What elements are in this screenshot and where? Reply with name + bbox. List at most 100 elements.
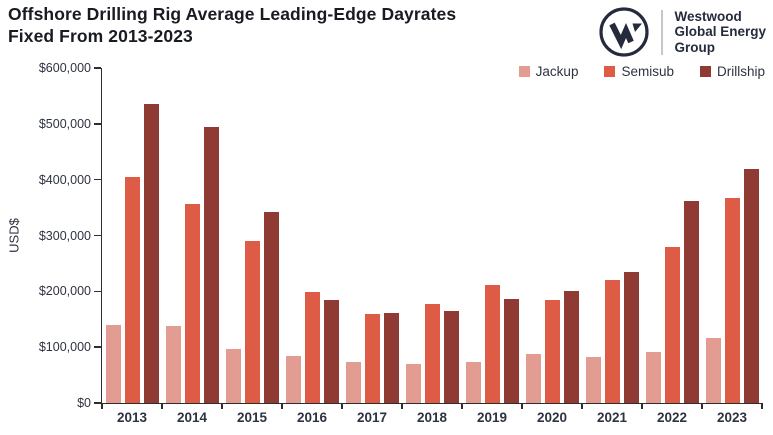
bar-group-2017: [342, 68, 402, 403]
logo-divider: [661, 9, 664, 55]
x-label-2020: 2020: [536, 410, 568, 425]
y-tick-mark: [94, 346, 101, 348]
y-tick-label: $400,000: [38, 172, 91, 187]
x-tick-mark: [281, 403, 283, 409]
bar-group-2018: [402, 68, 462, 403]
x-label-2014: 2014: [176, 410, 208, 425]
chart-title-line2: Fixed From 2013-2023: [8, 26, 193, 46]
x-label-2022: 2022: [656, 410, 688, 425]
y-tick-mark: [94, 234, 101, 237]
y-tick-mark: [94, 402, 101, 404]
x-tick-mark: [641, 403, 643, 409]
legend-item-semisub: Semisub: [604, 64, 674, 79]
bar-group-2013: [102, 68, 162, 403]
legend-label-drillship: Drillship: [716, 64, 765, 79]
y-tick-label: $100,000: [38, 340, 91, 355]
legend-swatch-jackup: [518, 66, 530, 77]
x-tick-mark: [401, 403, 403, 409]
legend-item-drillship: Drillship: [699, 64, 765, 79]
logo-text-line1: Westwood: [674, 8, 742, 24]
bar-jackup-2019: [465, 361, 481, 403]
y-tick-label: $200,000: [38, 284, 91, 299]
bar-semisub-2015: [244, 241, 260, 403]
chart-title-line1: Offshore Drilling Rig Average Leading-Ed…: [8, 4, 457, 24]
bar-group-2019: [462, 68, 522, 403]
bar-semisub-2022: [664, 246, 680, 403]
bar-group-2020: [522, 68, 582, 403]
bar-jackup-2015: [225, 349, 241, 403]
chart-title: Offshore Drilling Rig Average Leading-Ed…: [8, 3, 456, 47]
x-tick-mark: [341, 403, 343, 409]
y-tick-mark: [94, 290, 101, 293]
bar-group-2023: [702, 68, 762, 403]
bar-drillship-2017: [383, 312, 399, 403]
bar-drillship-2014: [203, 127, 219, 403]
bar-drillship-2022: [683, 200, 699, 403]
x-label-2017: 2017: [356, 410, 388, 425]
x-tick-mark: [581, 403, 583, 409]
bar-jackup-2014: [165, 325, 181, 403]
x-label-2018: 2018: [416, 410, 448, 425]
bar-semisub-2020: [544, 299, 560, 403]
bar-group-2016: [282, 68, 342, 403]
y-tick-mark: [94, 123, 101, 125]
x-label-2013: 2013: [116, 410, 148, 425]
bar-jackup-2018: [405, 364, 421, 403]
bar-drillship-2020: [563, 290, 579, 403]
bar-drillship-2016: [323, 299, 339, 403]
bar-drillship-2018: [443, 310, 459, 403]
y-tick-label: $0: [77, 396, 91, 410]
bar-semisub-2018: [424, 304, 440, 403]
bar-jackup-2020: [525, 353, 541, 403]
bar-jackup-2022: [645, 351, 661, 403]
bar-group-2015: [222, 68, 282, 403]
y-tick-label: $500,000: [38, 116, 91, 131]
bar-drillship-2019: [503, 299, 519, 403]
y-tick-label: $300,000: [38, 228, 91, 243]
westwood-logo-icon: [599, 7, 650, 57]
logo-text-line2: Global Energy: [674, 24, 766, 40]
bar-drillship-2023: [743, 168, 759, 403]
bar-group-2014: [162, 68, 222, 403]
bar-jackup-2017: [345, 362, 361, 403]
x-label-2015: 2015: [236, 410, 268, 425]
bar-jackup-2016: [285, 355, 301, 403]
bar-jackup-2021: [585, 356, 601, 403]
bar-jackup-2013: [105, 324, 121, 403]
x-label-2023: 2023: [716, 410, 748, 425]
bar-group-2021: [582, 68, 642, 403]
bar-drillship-2021: [623, 272, 639, 403]
legend-swatch-semisub: [604, 66, 616, 77]
bar-drillship-2015: [263, 212, 279, 403]
legend-item-jackup: Jackup: [518, 64, 579, 79]
bar-semisub-2019: [484, 284, 500, 403]
bar-drillship-2013: [143, 103, 159, 403]
logo-text: Westwood Global Energy Group: [674, 9, 766, 56]
bar-jackup-2023: [705, 337, 721, 403]
x-tick-mark: [221, 403, 223, 409]
westwood-logo: Westwood Global Energy Group: [598, 6, 766, 58]
x-tick-mark: [101, 403, 103, 409]
legend-label-semisub: Semisub: [621, 64, 674, 79]
x-label-2021: 2021: [596, 410, 628, 425]
bar-semisub-2013: [124, 177, 140, 403]
y-tick-mark: [94, 67, 101, 69]
x-axis-labels: 2013 2014 2015 2016 2017 2018 2019 2020 2021 2022…: [102, 410, 762, 425]
bar-groups: [102, 68, 762, 403]
plot-area: 2013 2014 2015 2016 2017 2018 2019 2020 2021 2022…: [39, 61, 763, 425]
x-tick-mark: [161, 403, 163, 409]
logo-text-line3: Group: [674, 39, 715, 55]
legend-swatch-drillship: [699, 66, 711, 77]
x-tick-mark: [761, 403, 763, 409]
y-tick-mark: [94, 178, 101, 181]
legend: Jackup Semisub Drillship: [518, 64, 765, 79]
x-label-2019: 2019: [476, 410, 508, 425]
bar-semisub-2014: [184, 204, 200, 403]
bar-semisub-2017: [364, 313, 380, 403]
bar-semisub-2023: [724, 197, 740, 403]
legend-label-jackup: Jackup: [535, 64, 579, 79]
x-label-2016: 2016: [296, 410, 328, 425]
bar-semisub-2016: [304, 292, 320, 403]
y-tick-label: $600,000: [38, 61, 91, 75]
